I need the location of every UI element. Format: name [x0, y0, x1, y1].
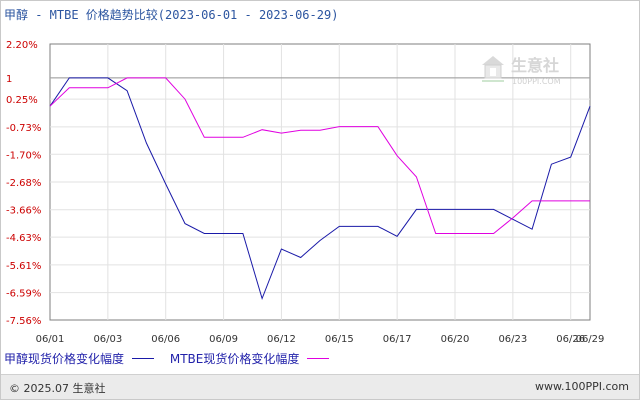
y-tick-label: -1.70% [6, 150, 41, 161]
footer-copyright: © 2025.07 生意社 [9, 382, 106, 395]
series-line-methanol [49, 77, 591, 301]
watermark-brand-cn: 生意社 [511, 56, 559, 75]
y-tick-label: 1 [6, 74, 12, 85]
y-tick-label: -6.59% [6, 289, 41, 300]
chart-title: 甲醇 - MTBE 价格趋势比较(2023-06-01 - 2023-06-29… [4, 8, 339, 22]
x-tick-label: 06/17 [383, 334, 412, 345]
legend-swatch-mtbe [307, 358, 330, 359]
watermark-logo: 生意社 100PPI.COM [482, 56, 561, 86]
grid-lines [50, 44, 590, 320]
x-tick-label: 06/23 [498, 334, 527, 345]
y-tick-label: -3.66% [6, 206, 41, 217]
x-tick-label: 06/12 [267, 334, 296, 345]
x-axis-ticks: 06/01 06/03 06/06 06/09 06/12 06/15 06/17 06/20… [36, 334, 605, 345]
y-tick-label: -4.63% [6, 233, 41, 244]
legend-item-methanol: 甲醇现货价格变化幅度 [4, 350, 155, 367]
y-tick-label: 0.25% [6, 95, 38, 106]
legend-label-mtbe: MTBE现货价格变化幅度 [169, 352, 300, 366]
y-tick-label: -0.73% [6, 123, 41, 134]
y-tick-label: -2.68% [6, 178, 41, 189]
x-tick-label: 06/09 [209, 334, 238, 345]
x-tick-label: 06/06 [151, 334, 180, 345]
x-tick-label: 06/20 [441, 334, 470, 345]
y-tick-label: -5.61% [6, 261, 41, 272]
x-tick-label: 06/26 [556, 334, 585, 345]
x-tick-label: 06/15 [325, 334, 354, 345]
legend-item-mtbe: MTBE现货价格变化幅度 [170, 350, 330, 367]
x-tick-label: 06/01 [36, 334, 65, 345]
y-tick-label: -7.56% [6, 316, 41, 327]
series-layer [49, 77, 591, 301]
legend: 甲醇现货价格变化幅度 MTBE现货价格变化幅度 [4, 350, 341, 366]
footer-site-link[interactable]: www.100PPI.com [535, 380, 629, 393]
series-line-mtbe [49, 77, 590, 234]
y-tick-label: 2.20% [6, 40, 38, 51]
footer-bar: © 2025.07 生意社 www.100PPI.com [1, 374, 639, 399]
legend-swatch-methanol [132, 358, 155, 359]
x-tick-label: 06/29 [576, 334, 605, 345]
y-axis-ticks: 2.20% 1 0.25% -0.73% -1.70% -2.68% -3.66% -4.63… [6, 40, 41, 327]
x-tick-label: 06/03 [93, 334, 122, 345]
watermark-brand-url: 100PPI.COM [512, 77, 561, 86]
legend-label-methanol: 甲醇现货价格变化幅度 [4, 352, 125, 366]
